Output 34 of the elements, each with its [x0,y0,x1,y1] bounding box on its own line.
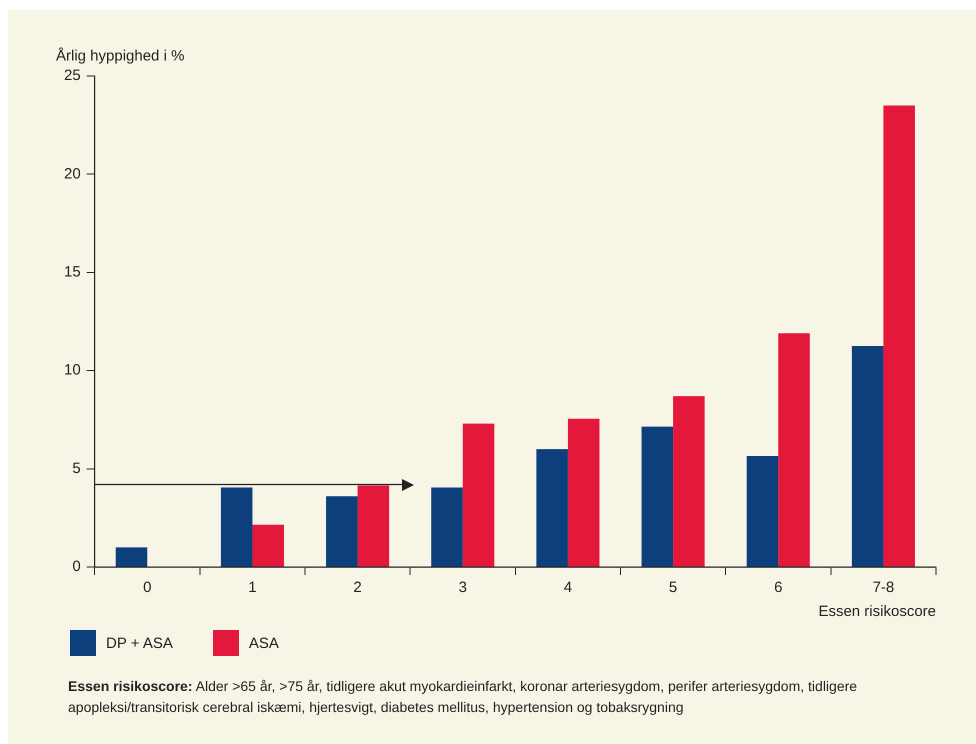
x-tick-label: 4 [564,579,572,596]
bar [883,105,915,566]
y-tick-label: 0 [72,558,81,576]
y-axis-title: Årlig hyppighed i % [56,46,184,65]
x-tick-label: 1 [248,579,257,596]
x-tick-label: 2 [353,579,362,596]
bar [252,524,284,566]
y-tick-label: 25 [64,67,81,84]
bar [358,485,390,566]
bar [462,424,494,566]
x-tick-label: 5 [668,579,678,596]
bar [568,418,600,566]
text: Essen risikoscore: Alder >65 år, >75 år, tidligere akut myokardieinfarkt, koronar arteriesygdom, perifer arteriesygdom, tidligere apopleksi/transitorisk cerebral iskæmi, hjertesvigt, diabetes mellitus, hypertension og tobaksrygning [68,677,858,717]
bar [326,496,358,566]
x-tick-label: 3 [458,579,467,596]
y-tick-label: 10 [64,362,81,379]
y-tick-label: 15 [64,264,81,281]
bar [536,449,568,566]
bar [642,426,674,566]
bar [852,346,884,566]
x-tick-label: 6 [774,579,782,596]
y-tick-label: 20 [64,165,81,182]
x-tick-label: 0 [143,579,152,596]
y-tick-label: 5 [72,460,81,477]
bar [116,547,148,566]
legend-label: DP + ASA [106,634,173,652]
bar [778,333,810,566]
x-axis-title: Essen risikoscore [818,603,936,620]
bar [673,396,705,566]
legend-label: ASA [248,634,279,652]
x-tick-label: 7-8 [872,579,894,596]
bar [220,487,252,566]
bar [431,487,463,566]
bar [746,456,778,566]
